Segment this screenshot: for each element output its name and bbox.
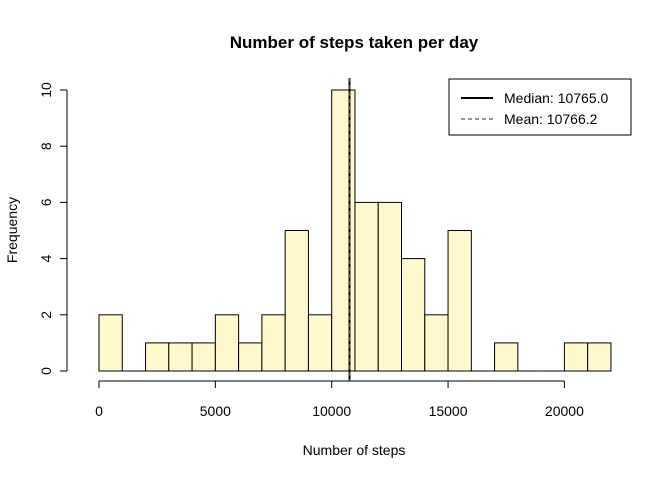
histogram-bar: [331, 89, 356, 372]
histogram-bar: [145, 342, 170, 372]
x-tick-label: 0: [95, 403, 103, 419]
legend: Median: 10765.0 Mean: 10766.2: [448, 78, 632, 136]
histogram-bar: [563, 342, 589, 372]
histogram-bar: [447, 230, 472, 372]
bars-group: [98, 89, 612, 372]
legend-median-label: Median: 10765.0: [504, 90, 609, 106]
histogram-bar: [307, 314, 333, 372]
x-axis: 0 5000 10000 15000 20000: [95, 380, 584, 419]
y-axis: 0 2 4 6 8 10: [38, 82, 68, 375]
x-tick-label: 10000: [312, 403, 351, 419]
y-tick-label: 8: [38, 142, 54, 150]
histogram-bar: [424, 314, 449, 372]
y-tick-label: 4: [38, 254, 54, 262]
histogram-bar: [377, 201, 403, 372]
y-tick-label: 10: [38, 82, 54, 98]
histogram-bar: [401, 258, 426, 372]
y-tick-label: 6: [38, 198, 54, 206]
y-axis-label: Frequency: [4, 197, 20, 263]
histogram-bar: [261, 314, 286, 372]
legend-mean-label: Mean: 10766.2: [504, 111, 598, 127]
x-tick-label: 15000: [429, 403, 468, 419]
y-tick-label: 0: [38, 367, 54, 375]
x-axis-label: Number of steps: [303, 442, 406, 458]
histogram-bar: [494, 342, 519, 372]
histogram-bar: [168, 342, 193, 372]
histogram-bar: [238, 342, 263, 372]
histogram-bar: [354, 201, 379, 372]
histogram-bar: [191, 342, 216, 372]
histogram-bar: [587, 342, 612, 372]
histogram-bar: [214, 314, 240, 372]
x-tick-label: 20000: [545, 403, 584, 419]
y-tick-label: 2: [38, 311, 54, 319]
histogram-bar: [284, 230, 309, 372]
legend-box: [448, 78, 632, 136]
histogram-bar: [98, 314, 123, 372]
chart-title: Number of steps taken per day: [230, 33, 479, 52]
x-tick-label: 5000: [200, 403, 231, 419]
